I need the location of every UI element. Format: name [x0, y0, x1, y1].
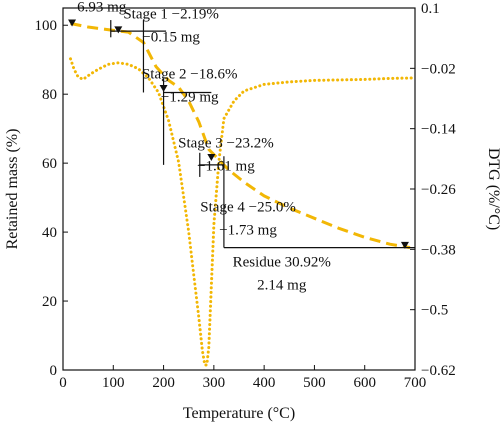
stage-marker — [207, 153, 216, 161]
x-tick-label: 400 — [253, 375, 276, 391]
y-tick-label: 60 — [42, 156, 57, 172]
annotation-line: Stage 4 −25.0% — [200, 199, 296, 215]
stage-annotation: Residue 30.92% 2.14 mg — [233, 255, 331, 294]
stage-marker — [400, 241, 409, 249]
plot-layer — [68, 19, 417, 367]
annotation-line: −1.73 mg — [219, 222, 277, 238]
y-tick-label: 80 — [42, 87, 57, 103]
dtg-curve — [69, 57, 417, 367]
plot-frame — [62, 7, 416, 371]
y2-tick-label: −0.62 — [421, 363, 456, 379]
annotation-line: Stage 1 −2.19% — [123, 6, 219, 22]
y2-tick-label: 0.1 — [421, 1, 440, 17]
x-tick-label: 700 — [404, 375, 427, 391]
y2-tick-label: −0.26 — [421, 182, 456, 198]
y-tick-label: 40 — [42, 225, 57, 241]
x-tick-label: 0 — [59, 375, 67, 391]
y2-tick-label: −0.38 — [421, 242, 456, 258]
annotation-line: −1.29 mg — [161, 90, 219, 106]
y2-axis-title: DTG (%/°C) — [485, 148, 500, 230]
x-tick-label: 100 — [102, 375, 125, 391]
x-axis-title: Temperature (°C) — [183, 405, 295, 422]
annotation-line: −1.61 mg — [197, 159, 255, 175]
x-tick-label: 200 — [152, 375, 175, 391]
stage-annotation: 6.93 mg — [77, 0, 127, 15]
x-tick-label: 500 — [303, 375, 326, 391]
annotation-line: Stage 3 −23.2% — [178, 136, 274, 152]
annotation-line: Residue 30.92% — [233, 255, 331, 271]
y2-tick-label: −0.14 — [421, 122, 456, 138]
y-tick-label: 100 — [35, 18, 58, 34]
stage-annotation: Stage 2 −18.6% −1.29 mg — [142, 67, 238, 106]
annotation-line: Stage 2 −18.6% — [142, 67, 238, 83]
stage-annotation: Stage 3 −23.2% −1.61 mg — [178, 136, 274, 175]
stage-marker — [159, 85, 168, 93]
y-tick-label: 20 — [42, 294, 57, 310]
y2-tick-label: −0.02 — [421, 61, 456, 77]
x-tick-label: 600 — [353, 375, 376, 391]
axes-layer: 0 100 200 300 400 500 600 700 0 20 40 60 80 100 0.1 −0.… — [35, 1, 457, 391]
x-tick-label: 300 — [203, 375, 226, 391]
mass-loss-curve — [70, 22, 411, 250]
stage-annotation: Stage 1 −2.19% −0.15 mg — [123, 6, 219, 45]
y-tick-label: 0 — [50, 363, 58, 379]
y-axis-title: Retained mass (%) — [4, 129, 21, 250]
stage-marker — [68, 19, 77, 27]
stage-annotation: Stage 4 −25.0% −1.73 mg — [200, 199, 296, 238]
annotation-line: −0.15 mg — [142, 29, 200, 45]
annotation-line: 2.14 mg — [257, 278, 307, 294]
y2-tick-label: −0.5 — [421, 303, 448, 319]
stage-marker — [114, 26, 123, 34]
annotation-line: 6.93 mg — [77, 0, 127, 15]
